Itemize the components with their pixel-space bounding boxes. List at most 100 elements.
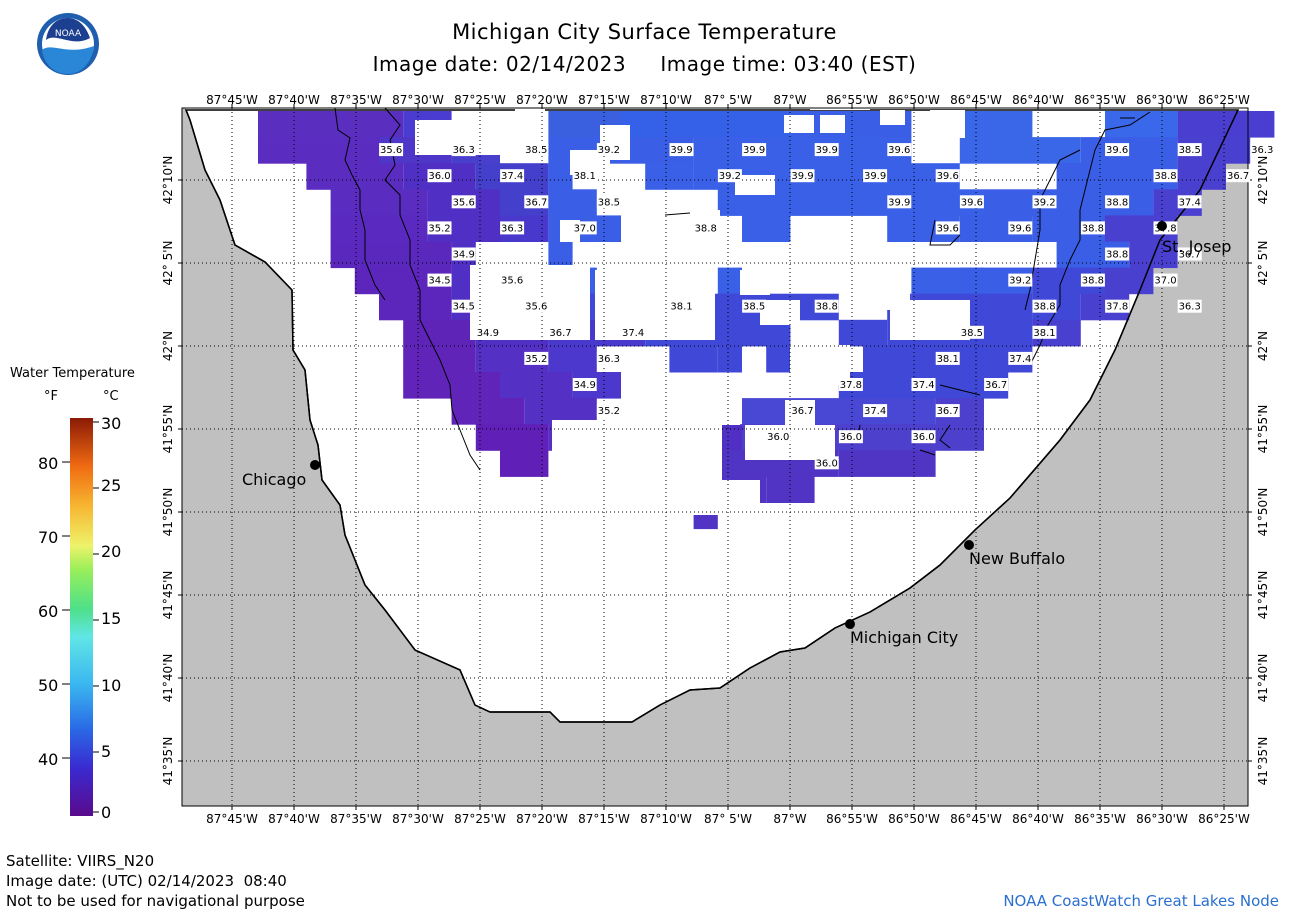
legend-unit-f: °F <box>44 389 58 404</box>
noaa-logo: NOAA <box>37 13 99 75</box>
longitude-label-bottom: 87°20'W <box>516 812 568 826</box>
temperature-label-box <box>911 430 936 444</box>
temperature-pixel <box>500 372 573 399</box>
latitude-label-left: 41°35'N <box>161 737 175 786</box>
temperature-label: 35.2 <box>598 406 620 417</box>
temperature-label-box <box>814 456 839 470</box>
temperature-label-box <box>451 195 476 209</box>
longitude-label-top: 87°30'W <box>392 93 444 107</box>
temperature-label: 36.0 <box>840 432 862 443</box>
longitude-label-top: 86°50'W <box>888 93 940 107</box>
temperature-label-box <box>766 430 791 444</box>
longitude-label-bottom: 86°55'W <box>826 812 878 826</box>
temperature-pixel <box>1177 111 1275 138</box>
city-label: Chicago <box>242 470 306 489</box>
temperature-pixel <box>621 111 791 138</box>
temperature-label: 38.8 <box>1106 197 1128 208</box>
isotherm <box>939 424 951 449</box>
temperature-label-box <box>451 143 476 157</box>
cloud-mask <box>735 175 775 195</box>
city-label: Michigan City <box>850 628 958 647</box>
cloud-mask <box>552 420 722 480</box>
temperature-pixel <box>548 345 597 373</box>
temperature-label: 35.2 <box>428 223 450 234</box>
temperature-label: 39.9 <box>743 145 765 156</box>
isotherm <box>939 384 981 396</box>
temperature-label: 38.1 <box>937 354 959 365</box>
temperature-pixel <box>766 345 791 373</box>
temperature-label-box <box>935 169 960 183</box>
temperature-label: 39.9 <box>888 197 910 208</box>
land-area <box>182 108 1248 806</box>
longitude-label-top: 87° 5'W <box>704 93 752 107</box>
cloud-mask <box>560 480 760 515</box>
temperature-label: 34.9 <box>477 328 499 339</box>
temperature-pixel <box>693 137 912 164</box>
temperature-pixel <box>838 319 888 347</box>
cloud-mask <box>930 110 965 138</box>
temperature-label: 36.0 <box>912 432 934 443</box>
longitude-label-top: 86°45'W <box>950 93 1002 107</box>
latitude-label-right: 42°N <box>1256 331 1270 361</box>
cloud-mask <box>620 245 640 265</box>
temperature-label: 36.3 <box>501 223 523 234</box>
temperature-label: 39.2 <box>1009 276 1031 287</box>
temperature-label-box <box>621 325 646 339</box>
temperature-label: 39.6 <box>937 223 959 234</box>
longitude-label-bottom: 86°35'W <box>1074 812 1126 826</box>
city-marker <box>964 540 974 550</box>
latitude-label-left: 42° 5'N <box>161 241 175 286</box>
cloud-mask <box>515 108 545 132</box>
longitude-label-top: 87°45'W <box>206 93 258 107</box>
temperature-label: 38.8 <box>1082 223 1104 234</box>
latitude-label-left: 41°55'N <box>161 405 175 454</box>
temperature-label-box <box>669 143 694 157</box>
latitude-label-right: 41°40'N <box>1256 654 1270 703</box>
temperature-label: 39.6 <box>888 145 910 156</box>
temperature-label: 37.4 <box>1179 197 1201 208</box>
temperature-label-box <box>596 143 621 157</box>
temperature-label-box <box>1080 273 1105 287</box>
temperature-label: 36.3 <box>1251 145 1273 156</box>
longitude-label-top: 87°10'W <box>640 93 692 107</box>
temperature-pixel <box>838 450 936 477</box>
temperature-pixel <box>645 163 694 190</box>
temperature-label: 38.5 <box>743 302 765 313</box>
temperature-label-box <box>1032 325 1057 339</box>
coastline <box>185 109 1239 723</box>
temperature-label: 36.0 <box>816 458 838 469</box>
temperature-label-box <box>1153 273 1178 287</box>
temperature-label-box <box>1080 221 1105 235</box>
temperature-pixel <box>959 111 1033 138</box>
temperature-label: 35.6 <box>501 276 523 287</box>
legend-c-tick: 30 <box>101 414 122 433</box>
temperature-pixel <box>717 345 742 373</box>
temperature-label: 39.6 <box>937 171 959 182</box>
temperature-pixel <box>742 398 936 425</box>
temperature-pixel <box>1080 137 1178 164</box>
city-markers: Chicago St. Josep New Buffalo Michigan City <box>242 221 1231 647</box>
temperature-label-box <box>814 143 839 157</box>
temperature-label-box <box>596 404 621 418</box>
legend-f-tick: 60 <box>38 602 59 621</box>
temperature-label: 37.0 <box>1154 276 1176 287</box>
latitude-label-right: 42° 5'N <box>1256 241 1270 286</box>
legend-c-tick: 10 <box>101 676 122 695</box>
credit-link[interactable]: NOAA CoastWatch Great Lakes Node <box>1003 892 1279 910</box>
temperature-label: 34.9 <box>574 380 596 391</box>
temperature-label-box <box>1008 221 1033 235</box>
temperature-label: 37.4 <box>1009 354 1031 365</box>
temperature-label-box <box>1153 169 1178 183</box>
longitude-label-bottom: 86°45'W <box>950 812 1002 826</box>
temperature-label: 36.7 <box>791 406 813 417</box>
temperature-label-box <box>887 143 912 157</box>
temperature-label-box <box>596 195 621 209</box>
isotherm <box>384 107 481 471</box>
temperature-label-box <box>1177 143 1202 157</box>
longitude-label-top: 86°55'W <box>826 93 878 107</box>
longitude-label-top: 87°25'W <box>454 93 506 107</box>
map-title: Michigan City Surface Temperature <box>452 20 837 44</box>
longitude-label-top: 86°30'W <box>1136 93 1188 107</box>
cloud-mask <box>830 220 850 240</box>
temperature-label: 36.3 <box>453 145 475 156</box>
